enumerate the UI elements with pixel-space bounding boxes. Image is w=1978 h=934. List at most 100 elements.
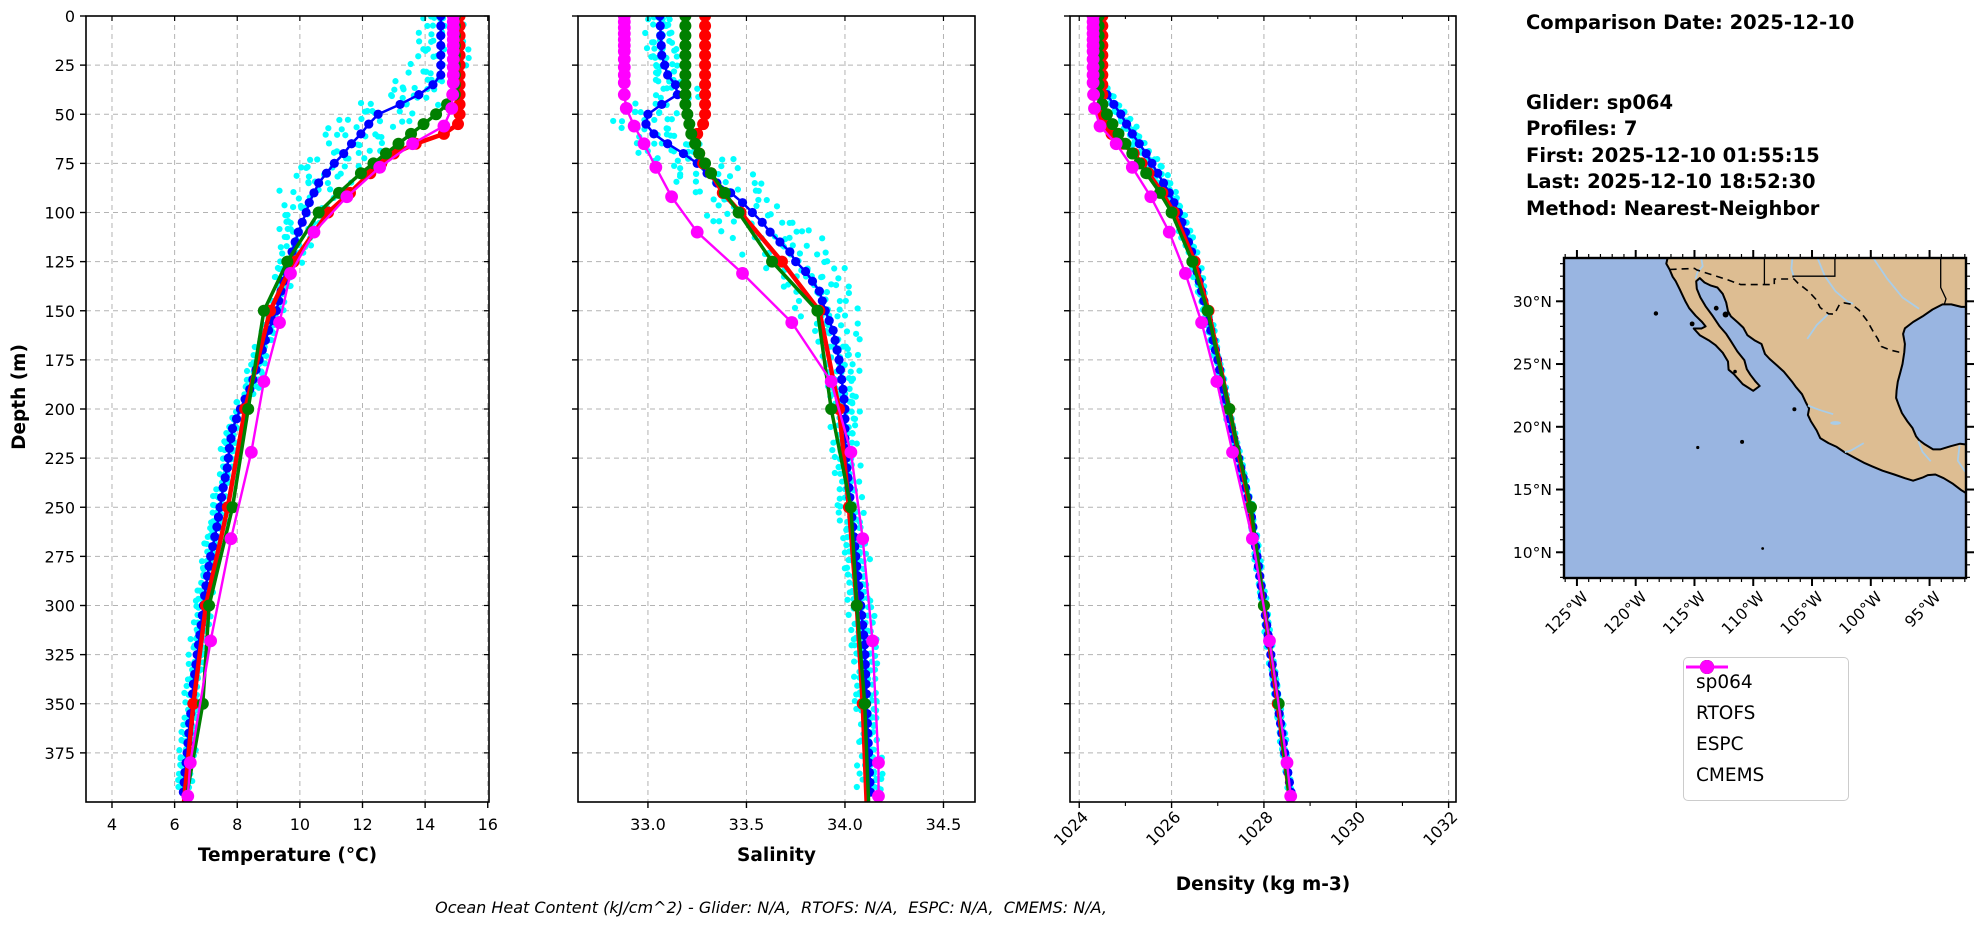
svg-text:20°N: 20°N bbox=[1513, 418, 1552, 436]
svg-text:0: 0 bbox=[65, 7, 75, 26]
map-island bbox=[1713, 305, 1719, 311]
svg-text:10°N: 10°N bbox=[1513, 544, 1552, 562]
legend-label: sp064 bbox=[1696, 672, 1753, 693]
svg-text:75: 75 bbox=[55, 154, 75, 173]
series-ESPC bbox=[183, 16, 461, 802]
svg-text:125°W: 125°W bbox=[1542, 588, 1592, 638]
info-line-0: Comparison Date: 2025-12-10 bbox=[1526, 11, 1855, 34]
svg-text:175: 175 bbox=[44, 351, 75, 370]
map-island bbox=[1722, 311, 1729, 318]
map-panel: 125°W 120°W 115°W 110°W 105°W 100°W 95°W 10°N 15… bbox=[1513, 250, 1974, 638]
density-xlabel: Density (kg m-3) bbox=[1176, 874, 1351, 895]
sp064-markers bbox=[178, 16, 446, 797]
info-line-3: Glider: sp064 bbox=[1526, 90, 1674, 114]
info-line-2 bbox=[1526, 63, 1976, 90]
legend: sp064 RTOFS ESPC CMEMS bbox=[1683, 657, 1849, 801]
svg-text:8: 8 bbox=[232, 815, 242, 834]
grid bbox=[86, 15, 489, 802]
series-ESPC bbox=[679, 16, 871, 802]
svg-text:110°W: 110°W bbox=[1718, 588, 1768, 638]
CMEMS-markers bbox=[1086, 16, 1298, 802]
legend-label: ESPC bbox=[1696, 734, 1744, 755]
svg-text:1032: 1032 bbox=[1419, 807, 1461, 849]
axes-frame: 4 6 8 10 12 14 16 0 25 50 75 100 125 150 175 200 225 250 2… bbox=[9, 7, 498, 866]
svg-text:34.0: 34.0 bbox=[827, 815, 863, 834]
svg-text:100: 100 bbox=[44, 204, 75, 223]
map-island bbox=[1653, 311, 1659, 316]
legend-marker-icon bbox=[1686, 660, 1728, 674]
map-river bbox=[1844, 442, 1865, 453]
svg-text:14: 14 bbox=[415, 815, 435, 834]
svg-text:33.0: 33.0 bbox=[630, 815, 666, 834]
series-CMEMS bbox=[617, 16, 885, 802]
ohc-caption: Ocean Heat Content (kJ/cm^2) - Glider: N… bbox=[435, 898, 1107, 917]
svg-text:4: 4 bbox=[107, 815, 117, 834]
svg-text:300: 300 bbox=[44, 597, 75, 616]
map-island bbox=[1689, 321, 1695, 327]
info-line-4: Profiles: 7 bbox=[1526, 117, 1638, 140]
CMEMS-markers bbox=[617, 16, 885, 802]
sp064-line bbox=[1094, 16, 1293, 797]
salinity-xlabel: Salinity bbox=[737, 845, 816, 866]
map-river bbox=[1807, 404, 1834, 416]
map-land bbox=[1665, 258, 1966, 495]
axes-frame: 33.0 33.5 34.0 34.5 Salinity bbox=[572, 15, 976, 866]
svg-text:225: 225 bbox=[44, 449, 75, 468]
svg-text:1024: 1024 bbox=[1050, 807, 1092, 849]
svg-text:250: 250 bbox=[44, 498, 75, 517]
map-state-line bbox=[1792, 258, 1836, 278]
svg-text:95°W: 95°W bbox=[1901, 588, 1944, 631]
plot-area bbox=[175, 16, 472, 802]
svg-text:30°N: 30°N bbox=[1513, 293, 1552, 311]
info-panel: Comparison Date: 2025-12-10 Glider: sp06… bbox=[1526, 10, 1976, 222]
svg-text:325: 325 bbox=[44, 646, 75, 665]
svg-text:200: 200 bbox=[44, 400, 75, 419]
panel-salinity: 33.0 33.5 34.0 34.5 Salinity bbox=[572, 15, 976, 866]
svg-text:16: 16 bbox=[478, 815, 498, 834]
svg-text:125: 125 bbox=[44, 253, 75, 272]
map-area bbox=[1564, 258, 1966, 578]
temperature-xlabel: Temperature (°C) bbox=[198, 845, 377, 866]
legend-label: CMEMS bbox=[1696, 765, 1765, 786]
svg-text:50: 50 bbox=[55, 105, 75, 124]
svg-text:25°N: 25°N bbox=[1513, 356, 1552, 374]
CMEMS-markers bbox=[181, 16, 460, 802]
svg-text:34.5: 34.5 bbox=[926, 815, 962, 834]
plot-area bbox=[610, 16, 886, 802]
svg-text:120°W: 120°W bbox=[1601, 588, 1651, 638]
plot-area bbox=[1086, 16, 1298, 802]
map-island bbox=[1733, 369, 1737, 374]
panel-temperature: 4 6 8 10 12 14 16 0 25 50 75 100 125 150 175 200 225 250 2… bbox=[9, 7, 498, 866]
map-river bbox=[1816, 258, 1854, 305]
svg-text:15°N: 15°N bbox=[1513, 481, 1552, 499]
svg-text:6: 6 bbox=[170, 815, 180, 834]
svg-text:1030: 1030 bbox=[1327, 807, 1369, 849]
svg-text:12: 12 bbox=[352, 815, 372, 834]
glider-raw-scatter bbox=[175, 16, 472, 793]
map-river bbox=[1872, 258, 1920, 310]
series-sp064 bbox=[178, 16, 446, 797]
svg-text:1028: 1028 bbox=[1235, 807, 1277, 849]
series-RTOFS bbox=[689, 16, 869, 802]
map-state-line bbox=[1940, 258, 1947, 305]
panel-density: 1024 1026 1028 1030 1032 Density (kg m-3) bbox=[1050, 15, 1461, 895]
info-line-5: First: 2025-12-10 01:55:15 bbox=[1526, 143, 1820, 167]
legend-label: RTOFS bbox=[1696, 703, 1756, 724]
svg-text:115°W: 115°W bbox=[1659, 588, 1709, 638]
svg-text:100°W: 100°W bbox=[1836, 588, 1886, 638]
svg-text:275: 275 bbox=[44, 547, 75, 566]
svg-text:10: 10 bbox=[290, 815, 310, 834]
map-island bbox=[1761, 547, 1765, 550]
map-island bbox=[1696, 445, 1700, 450]
series-CMEMS bbox=[1086, 16, 1298, 802]
map-river bbox=[1806, 313, 1830, 340]
svg-text:350: 350 bbox=[44, 695, 75, 714]
map-river bbox=[1917, 440, 1932, 462]
legend-item-CMEMS: CMEMS bbox=[1686, 660, 1838, 791]
series-CMEMS bbox=[181, 16, 460, 802]
ESPC-markers bbox=[679, 16, 871, 710]
sp064-line bbox=[181, 16, 443, 797]
info-line-1 bbox=[1526, 37, 1976, 64]
depth-ylabel: Depth (m) bbox=[9, 344, 30, 450]
